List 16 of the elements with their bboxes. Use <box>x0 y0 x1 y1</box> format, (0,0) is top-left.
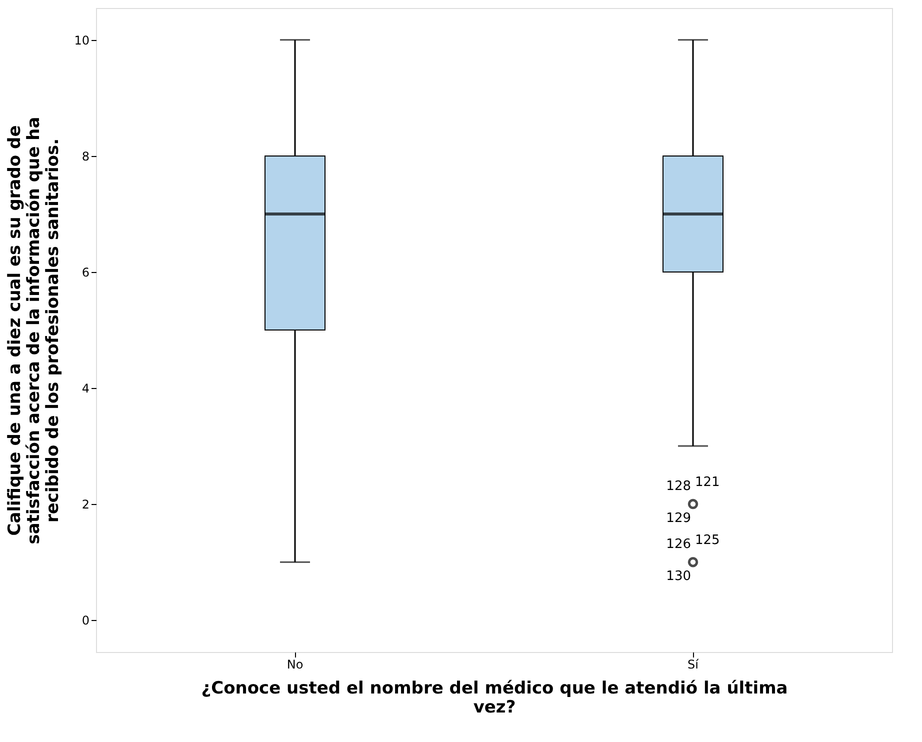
y-tick-label: 4 <box>82 382 90 396</box>
annotation: 125 <box>695 533 720 548</box>
annotation: 121 <box>695 475 720 490</box>
y-axis-title: Califique de una a diez cual es su grado de satisfacción acerca de la información que ha recibido de los profesionales sanitarios. <box>5 116 64 544</box>
y-tick-label: 8 <box>82 149 90 164</box>
y-tick-label: 0 <box>82 614 90 628</box>
annotation: 126 <box>666 537 691 552</box>
y-tick-label: 2 <box>82 498 90 512</box>
x-tick-label: Sí <box>688 658 700 672</box>
x-axis-title: ¿Conoce usted el nombre del médico que le atendió la última vez? <box>201 678 788 718</box>
annotation: 129 <box>666 511 691 526</box>
annotation: 130 <box>666 569 691 584</box>
y-tick-label: 6 <box>82 265 90 280</box>
annotation: 128 <box>666 479 691 494</box>
x-tick-label: No <box>286 658 304 672</box>
y-tick-label: 10 <box>74 33 90 48</box>
